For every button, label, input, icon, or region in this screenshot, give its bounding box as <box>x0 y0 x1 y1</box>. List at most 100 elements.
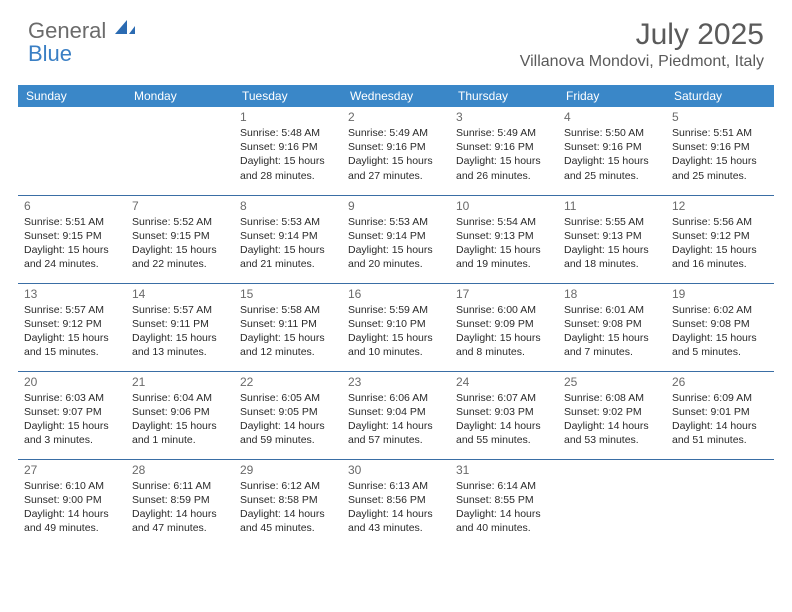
day-cell: 18Sunrise: 6:01 AMSunset: 9:08 PMDayligh… <box>558 283 666 371</box>
day-number: 12 <box>672 199 768 213</box>
daylight-text-1: Daylight: 15 hours <box>132 331 228 345</box>
sunset-text: Sunset: 9:01 PM <box>672 405 768 419</box>
daylight-text-1: Daylight: 15 hours <box>456 331 552 345</box>
weekday-tuesday: Tuesday <box>234 85 342 107</box>
daylight-text-1: Daylight: 15 hours <box>24 243 120 257</box>
daylight-text-2: and 51 minutes. <box>672 433 768 447</box>
day-cell: 4 Sunrise: 5:50 AMSunset: 9:16 PMDaylight… <box>558 107 666 195</box>
sunrise-text: Sunrise: 5:51 AM <box>672 126 768 140</box>
sunset-text: Sunset: 9:13 PM <box>456 229 552 243</box>
day-info: Sunrise: 5:54 AMSunset: 9:13 PMDaylight:… <box>456 215 552 272</box>
sunrise-text: Sunrise: 6:12 AM <box>240 479 336 493</box>
day-cell: 17Sunrise: 6:00 AMSunset: 9:09 PMDayligh… <box>450 283 558 371</box>
daylight-text-1: Daylight: 14 hours <box>672 419 768 433</box>
sunset-text: Sunset: 8:55 PM <box>456 493 552 507</box>
sunrise-text: Sunrise: 6:10 AM <box>24 479 120 493</box>
day-cell: 6Sunrise: 5:51 AMSunset: 9:15 PMDaylight… <box>18 195 126 283</box>
day-info: Sunrise: 6:12 AMSunset: 8:58 PMDaylight:… <box>240 479 336 536</box>
daylight-text-2: and 45 minutes. <box>240 521 336 535</box>
daylight-text-2: and 55 minutes. <box>456 433 552 447</box>
day-number: 6 <box>24 199 120 213</box>
day-cell: 25Sunrise: 6:08 AMSunset: 9:02 PMDayligh… <box>558 371 666 459</box>
daylight-text-2: and 27 minutes. <box>348 169 444 183</box>
day-info: Sunrise: 6:02 AMSunset: 9:08 PMDaylight:… <box>672 303 768 360</box>
day-cell: 27Sunrise: 6:10 AMSunset: 9:00 PMDayligh… <box>18 459 126 547</box>
daylight-text-1: Daylight: 14 hours <box>240 419 336 433</box>
daylight-text-2: and 1 minute. <box>132 433 228 447</box>
sunrise-text: Sunrise: 5:57 AM <box>24 303 120 317</box>
day-info: Sunrise: 5:49 AMSunset: 9:16 PMDaylight:… <box>456 126 552 183</box>
calendar-row: 13Sunrise: 5:57 AMSunset: 9:12 PMDayligh… <box>18 283 774 371</box>
day-info: Sunrise: 6:14 AMSunset: 8:55 PMDaylight:… <box>456 479 552 536</box>
day-info: Sunrise: 6:00 AMSunset: 9:09 PMDaylight:… <box>456 303 552 360</box>
daylight-text-2: and 25 minutes. <box>672 169 768 183</box>
day-number: 16 <box>348 287 444 301</box>
weekday-wednesday: Wednesday <box>342 85 450 107</box>
daylight-text-2: and 8 minutes. <box>456 345 552 359</box>
day-number: 4 <box>564 110 660 124</box>
day-number: 26 <box>672 375 768 389</box>
day-info: Sunrise: 6:08 AMSunset: 9:02 PMDaylight:… <box>564 391 660 448</box>
weekday-thursday: Thursday <box>450 85 558 107</box>
daylight-text-2: and 19 minutes. <box>456 257 552 271</box>
sunrise-text: Sunrise: 5:50 AM <box>564 126 660 140</box>
sunrise-text: Sunrise: 6:13 AM <box>348 479 444 493</box>
daylight-text-2: and 15 minutes. <box>24 345 120 359</box>
sunset-text: Sunset: 9:16 PM <box>456 140 552 154</box>
daylight-text-1: Daylight: 15 hours <box>564 331 660 345</box>
day-info: Sunrise: 5:57 AMSunset: 9:12 PMDaylight:… <box>24 303 120 360</box>
sunrise-text: Sunrise: 6:07 AM <box>456 391 552 405</box>
daylight-text-2: and 16 minutes. <box>672 257 768 271</box>
daylight-text-1: Daylight: 14 hours <box>132 507 228 521</box>
sunset-text: Sunset: 9:00 PM <box>24 493 120 507</box>
month-title: July 2025 <box>520 18 764 51</box>
day-cell: 10Sunrise: 5:54 AMSunset: 9:13 PMDayligh… <box>450 195 558 283</box>
day-info: Sunrise: 6:04 AMSunset: 9:06 PMDaylight:… <box>132 391 228 448</box>
daylight-text-1: Daylight: 15 hours <box>672 331 768 345</box>
day-cell: 24Sunrise: 6:07 AMSunset: 9:03 PMDayligh… <box>450 371 558 459</box>
day-cell: 9 Sunrise: 5:53 AMSunset: 9:14 PMDaylight… <box>342 195 450 283</box>
day-number: 18 <box>564 287 660 301</box>
daylight-text-1: Daylight: 15 hours <box>348 331 444 345</box>
day-cell: 30Sunrise: 6:13 AMSunset: 8:56 PMDayligh… <box>342 459 450 547</box>
day-cell: 31Sunrise: 6:14 AMSunset: 8:55 PMDayligh… <box>450 459 558 547</box>
daylight-text-1: Daylight: 15 hours <box>348 154 444 168</box>
day-cell: 29Sunrise: 6:12 AMSunset: 8:58 PMDayligh… <box>234 459 342 547</box>
daylight-text-1: Daylight: 15 hours <box>24 419 120 433</box>
day-number: 9 <box>348 199 444 213</box>
daylight-text-2: and 5 minutes. <box>672 345 768 359</box>
sunset-text: Sunset: 9:16 PM <box>564 140 660 154</box>
calendar-body: 1Sunrise: 5:48 AMSunset: 9:16 PMDaylight… <box>18 107 774 547</box>
daylight-text-1: Daylight: 15 hours <box>132 419 228 433</box>
daylight-text-2: and 20 minutes. <box>348 257 444 271</box>
sunset-text: Sunset: 9:12 PM <box>672 229 768 243</box>
sunset-text: Sunset: 9:08 PM <box>564 317 660 331</box>
sunrise-text: Sunrise: 6:11 AM <box>132 479 228 493</box>
daylight-text-1: Daylight: 15 hours <box>564 154 660 168</box>
weekday-monday: Monday <box>126 85 234 107</box>
daylight-text-2: and 40 minutes. <box>456 521 552 535</box>
weekday-saturday: Saturday <box>666 85 774 107</box>
weekday-sunday: Sunday <box>18 85 126 107</box>
sunrise-text: Sunrise: 5:52 AM <box>132 215 228 229</box>
sunrise-text: Sunrise: 5:53 AM <box>240 215 336 229</box>
daylight-text-1: Daylight: 15 hours <box>456 154 552 168</box>
logo-word1: General <box>28 18 106 43</box>
sunrise-text: Sunrise: 6:06 AM <box>348 391 444 405</box>
sunset-text: Sunset: 9:12 PM <box>24 317 120 331</box>
calendar-row: 20Sunrise: 6:03 AMSunset: 9:07 PMDayligh… <box>18 371 774 459</box>
calendar-row: 6Sunrise: 5:51 AMSunset: 9:15 PMDaylight… <box>18 195 774 283</box>
sunset-text: Sunset: 9:10 PM <box>348 317 444 331</box>
daylight-text-1: Daylight: 14 hours <box>564 419 660 433</box>
day-number: 22 <box>240 375 336 389</box>
daylight-text-1: Daylight: 15 hours <box>348 243 444 257</box>
day-cell: 19Sunrise: 6:02 AMSunset: 9:08 PMDayligh… <box>666 283 774 371</box>
daylight-text-1: Daylight: 15 hours <box>672 154 768 168</box>
day-cell: 14Sunrise: 5:57 AMSunset: 9:11 PMDayligh… <box>126 283 234 371</box>
day-number: 23 <box>348 375 444 389</box>
daylight-text-2: and 53 minutes. <box>564 433 660 447</box>
sunrise-text: Sunrise: 5:55 AM <box>564 215 660 229</box>
day-cell: 22Sunrise: 6:05 AMSunset: 9:05 PMDayligh… <box>234 371 342 459</box>
weekday-friday: Friday <box>558 85 666 107</box>
day-info: Sunrise: 5:53 AMSunset: 9:14 PMDaylight:… <box>348 215 444 272</box>
